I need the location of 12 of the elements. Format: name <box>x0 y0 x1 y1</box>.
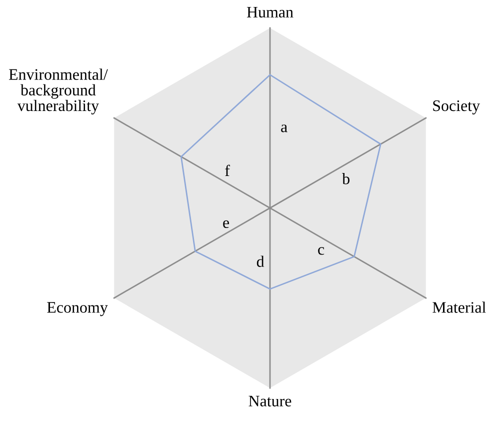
spoke-label: Society <box>433 100 480 114</box>
text: f <box>225 164 230 176</box>
text: c <box>318 247 324 255</box>
spoke-label: Economy <box>47 302 108 316</box>
text: a <box>281 124 288 132</box>
spoke-label: Material <box>432 302 486 313</box>
text: e <box>223 220 230 228</box>
text: d <box>256 256 264 267</box>
text: b <box>342 173 350 184</box>
spoke-label: Human <box>246 6 294 18</box>
spoke-label: Nature <box>248 396 292 406</box>
spoke-label: Environmental/ background vulnerability <box>8 68 108 114</box>
